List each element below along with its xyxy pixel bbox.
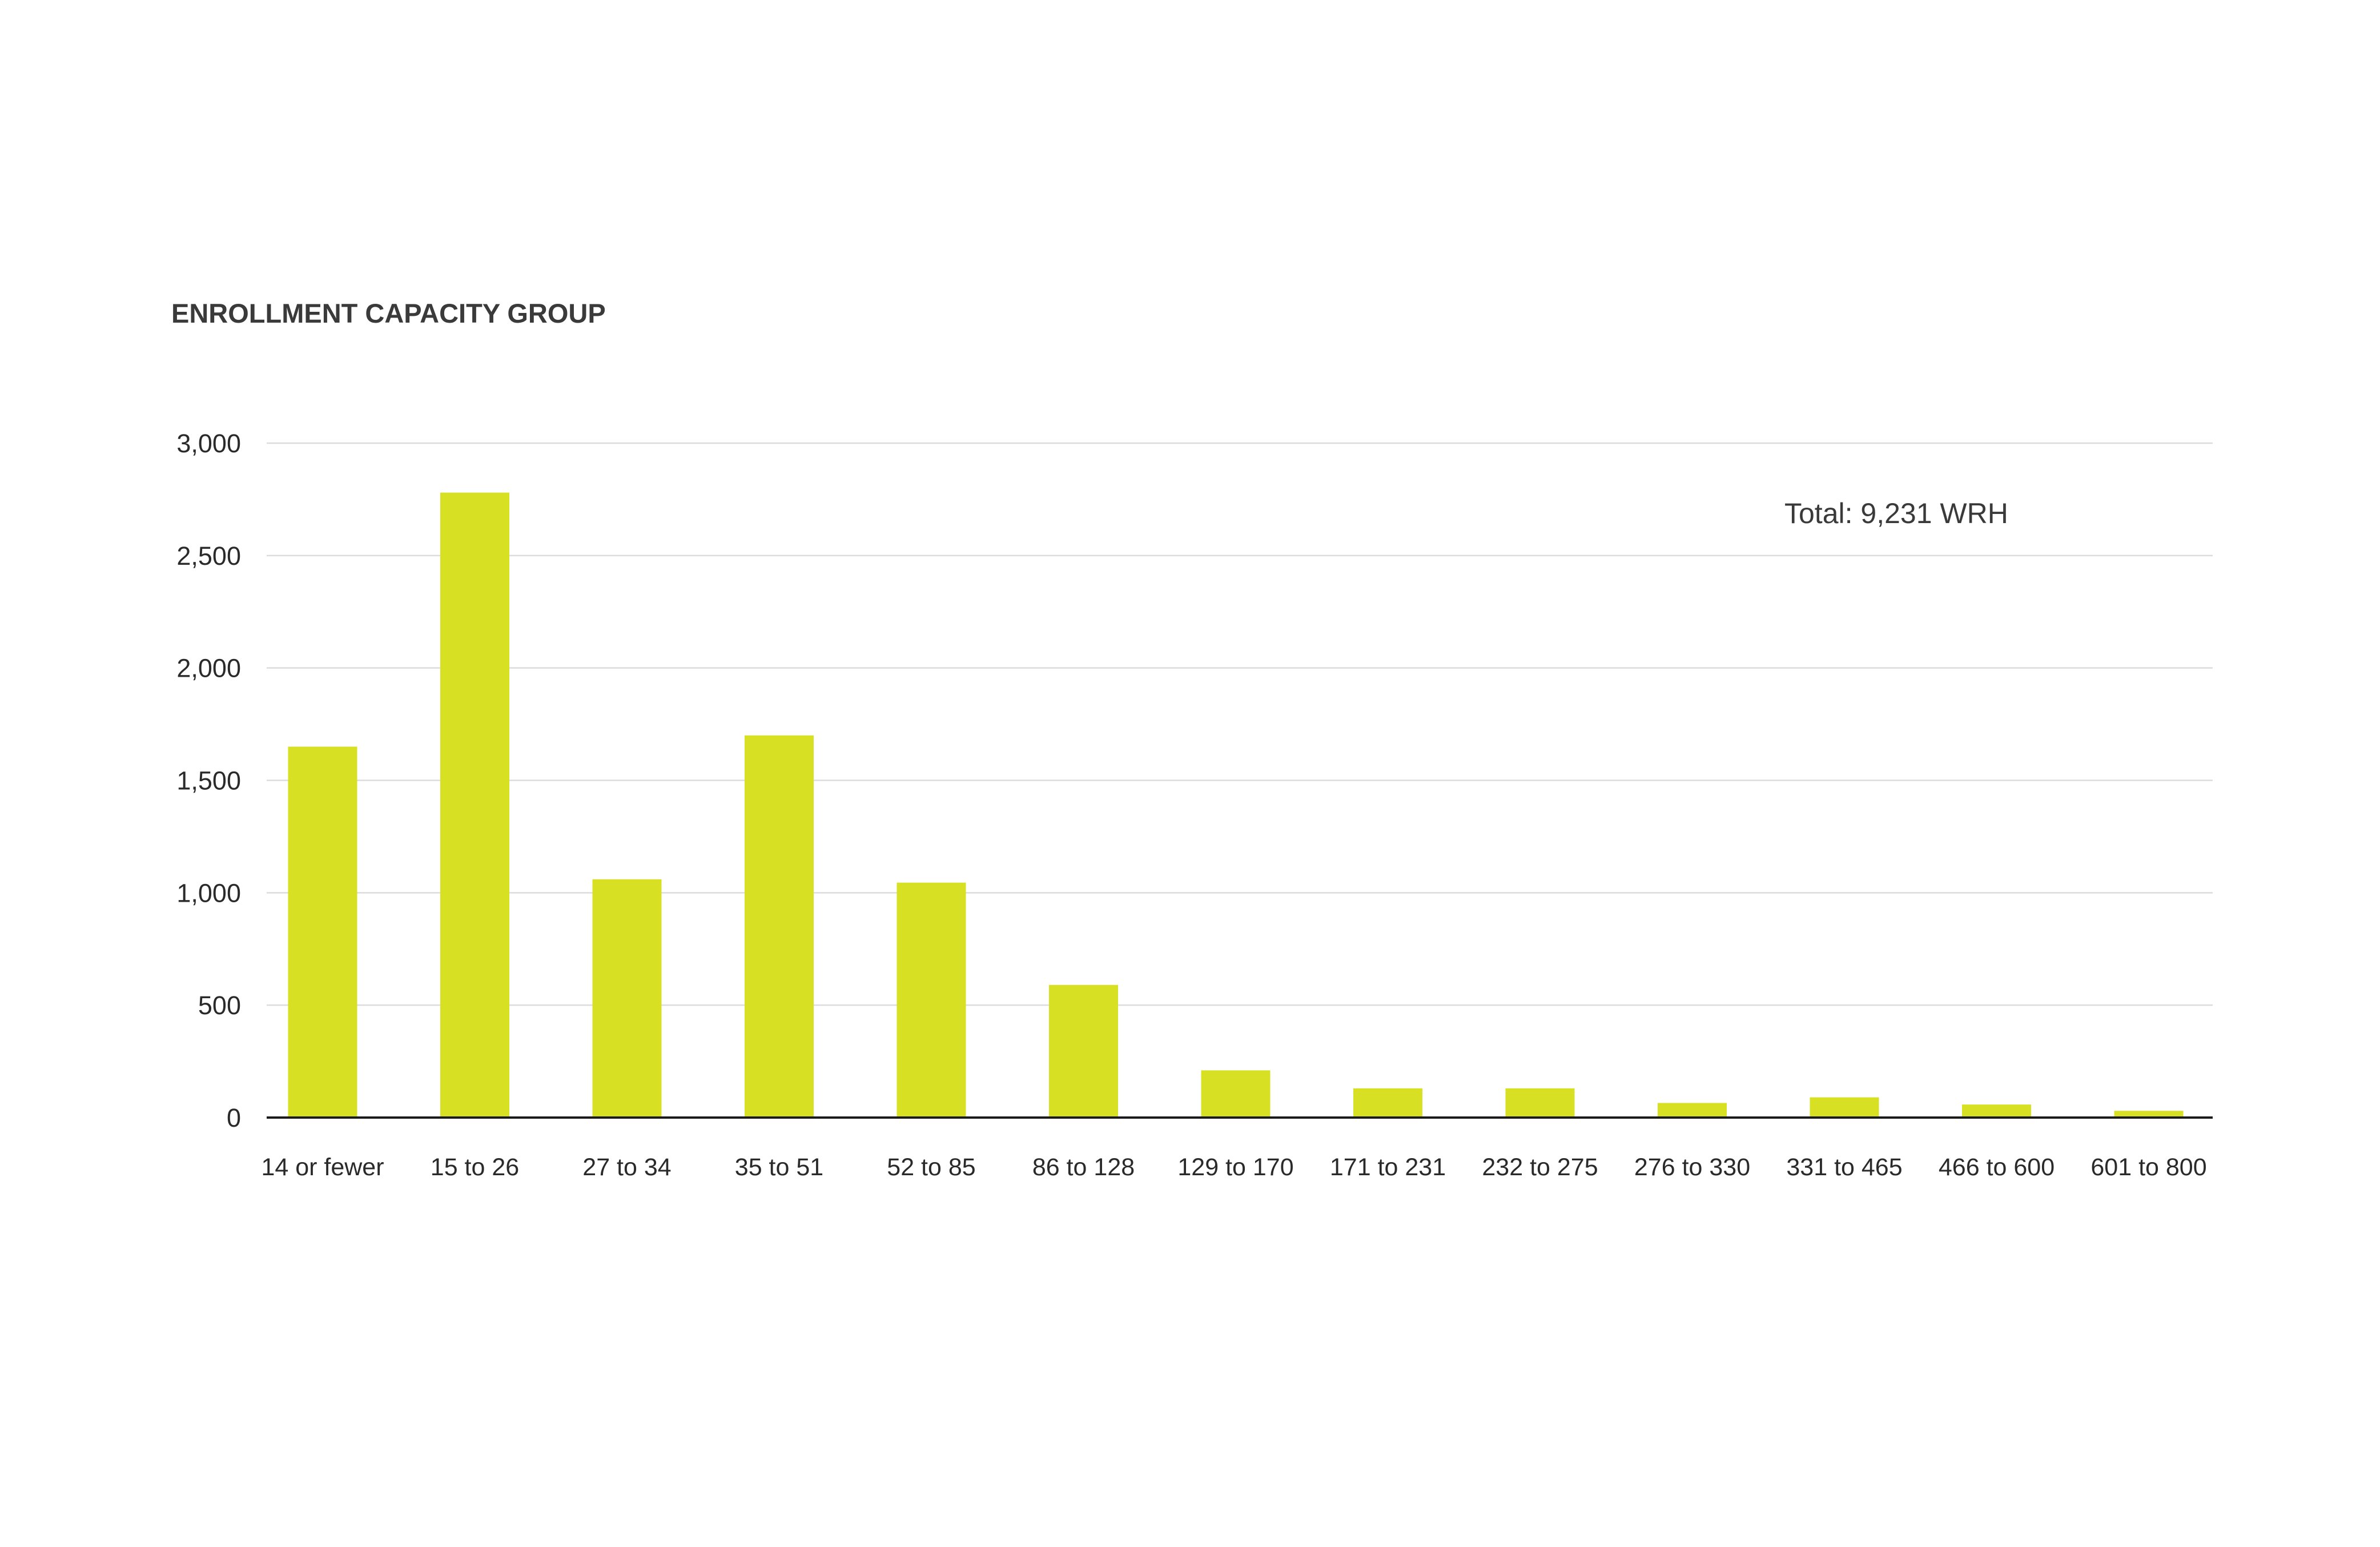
x-tick-label: 35 to 51 <box>735 1154 823 1181</box>
bar <box>745 735 814 1118</box>
bars <box>288 492 2184 1118</box>
bar <box>1505 1088 1575 1118</box>
y-tick-label: 2,500 <box>176 541 241 570</box>
y-tick-label: 2,000 <box>176 654 241 683</box>
x-tick-label: 601 to 800 <box>2090 1154 2206 1181</box>
bar <box>896 882 966 1118</box>
y-tick-label: 3,000 <box>176 429 241 458</box>
bar <box>1962 1104 2031 1118</box>
bar <box>288 746 357 1118</box>
bar <box>2114 1111 2184 1118</box>
bar <box>440 492 509 1118</box>
x-axis-tick-labels: 14 or fewer 15 to 26 27 to 34 35 to 51 52 to… <box>261 1154 2206 1181</box>
bar <box>1049 985 1118 1118</box>
bar <box>1810 1097 1879 1118</box>
bar <box>1658 1103 1727 1118</box>
x-tick-label: 331 to 465 <box>1786 1154 1902 1181</box>
total-annotation: Total: 9,231 WRH <box>1784 497 2008 529</box>
x-tick-label: 466 to 600 <box>1939 1154 2055 1181</box>
x-tick-label: 14 or fewer <box>261 1154 384 1181</box>
x-tick-label: 171 to 231 <box>1330 1154 1446 1181</box>
chart-title: ENROLLMENT CAPACITY GROUP <box>171 298 606 328</box>
x-tick-label: 276 to 330 <box>1634 1154 1750 1181</box>
gridlines <box>267 442 2213 1006</box>
bar <box>1353 1088 1422 1118</box>
x-tick-label: 232 to 275 <box>1482 1154 1598 1181</box>
y-tick-label: 1,500 <box>176 766 241 795</box>
x-tick-label: 27 to 34 <box>582 1154 671 1181</box>
y-tick-label: 1,000 <box>176 878 241 907</box>
y-tick-label: 0 <box>227 1103 241 1132</box>
x-tick-label: 129 to 170 <box>1177 1154 1293 1181</box>
bar <box>592 879 662 1118</box>
x-tick-label: 15 to 26 <box>431 1154 519 1181</box>
x-tick-label: 52 to 85 <box>887 1154 975 1181</box>
bar <box>1201 1070 1271 1118</box>
y-axis-tick-labels: 0 500 1,000 1,500 2,000 2,500 3,000 <box>176 429 241 1132</box>
y-tick-label: 500 <box>198 991 241 1020</box>
x-tick-label: 86 to 128 <box>1032 1154 1135 1181</box>
